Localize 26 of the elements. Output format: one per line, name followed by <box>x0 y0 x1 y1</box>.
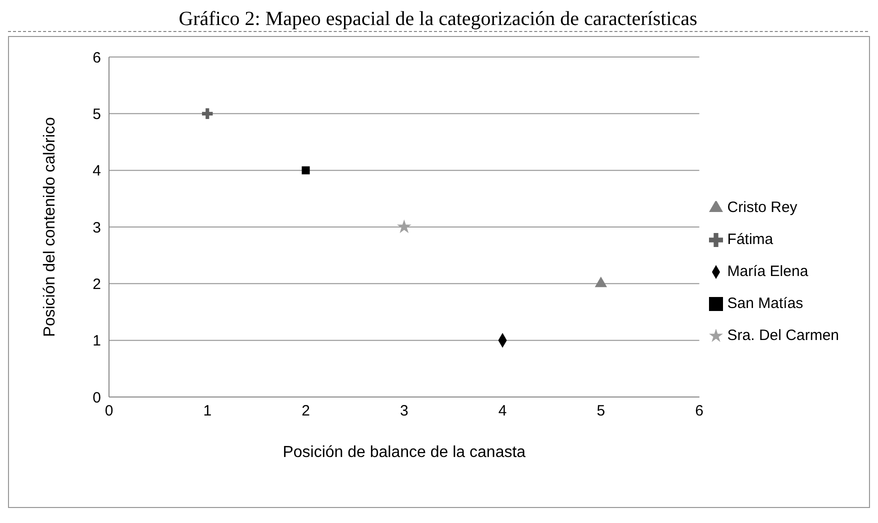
y-tick-label: 6 <box>92 49 101 66</box>
x-axis-title: Posición de balance de la canasta <box>282 444 526 461</box>
point <box>594 276 607 288</box>
x-tick-label: 2 <box>302 402 310 420</box>
x-tick-label: 0 <box>104 402 114 420</box>
chart-title: Gráfico 2: Mapeo espacial de la categorización de características <box>8 8 868 32</box>
legend-label: Cristo Rey <box>727 199 798 216</box>
point <box>396 219 412 234</box>
y-tick-label: 1 <box>92 332 101 350</box>
legend-label: Sra. Del Carmen <box>727 327 839 344</box>
legend-label: San Matías <box>727 295 804 312</box>
point <box>302 166 310 174</box>
x-tick-label: 1 <box>203 402 212 420</box>
y-tick-label: 0 <box>92 389 101 406</box>
y-tick-label: 5 <box>92 106 101 123</box>
x-tick-label: 3 <box>400 402 408 420</box>
x-tick-label: 5 <box>596 402 606 420</box>
x-tick-label: 4 <box>498 402 507 420</box>
point <box>202 108 213 120</box>
y-tick-label: 3 <box>92 219 101 236</box>
x-tick-label: 6 <box>695 402 704 420</box>
y-tick-label: 2 <box>92 276 101 293</box>
y-axis-title: Posición del contenido calórico <box>42 117 59 337</box>
legend-label: María Elena <box>727 263 808 280</box>
y-tick-label: 4 <box>92 162 101 180</box>
legend-label: Fátima <box>727 231 774 248</box>
